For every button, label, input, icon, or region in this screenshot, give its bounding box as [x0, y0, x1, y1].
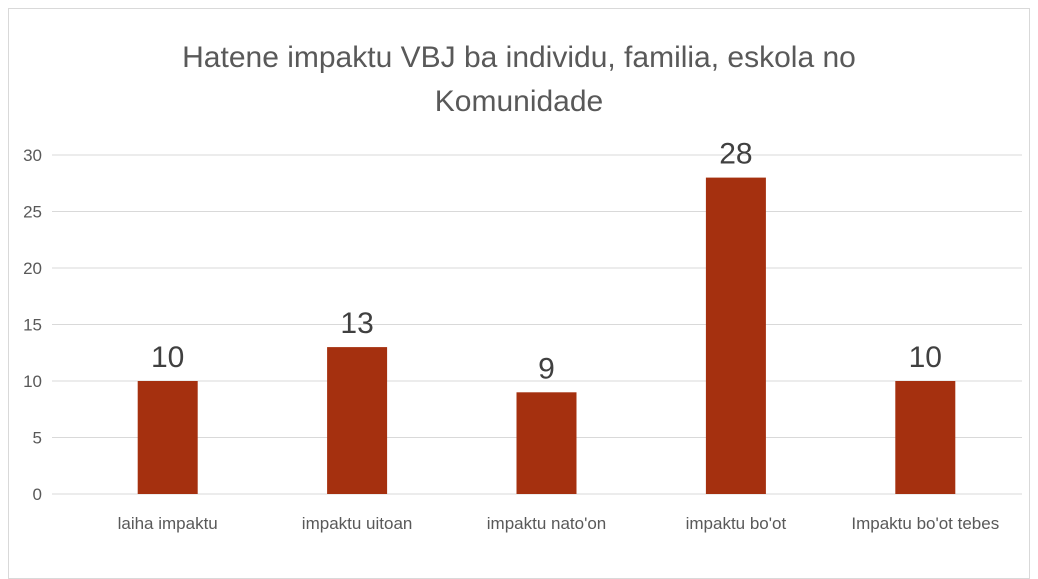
y-tick-label: 0: [33, 485, 42, 504]
bar: [895, 381, 956, 494]
bar: [705, 177, 766, 494]
x-tick-label: impaktu uitoan: [301, 514, 413, 533]
y-tick-label: 10: [23, 372, 42, 391]
y-tick-label: 5: [33, 429, 42, 448]
x-tick-label: impaktu bo'ot: [685, 514, 787, 533]
data-label: 13: [340, 307, 373, 340]
data-label: 10: [151, 341, 184, 374]
data-label: 9: [538, 352, 555, 385]
x-tick-label: Impaktu bo'ot tebes: [851, 514, 1000, 533]
y-tick-label: 15: [23, 316, 42, 335]
y-tick-label: 30: [23, 146, 42, 165]
bar: [327, 347, 388, 494]
x-tick-label: laiha impaktu: [117, 514, 218, 533]
data-label: 28: [719, 138, 752, 171]
y-tick-label: 20: [23, 259, 42, 278]
data-label: 10: [909, 341, 942, 374]
chart-title: Hatene impaktu VBJ ba individu, familia,…: [182, 41, 856, 118]
x-tick-label: impaktu nato'on: [486, 514, 607, 533]
y-tick-label: 25: [23, 203, 42, 222]
bar: [137, 381, 198, 494]
bar: [516, 392, 577, 494]
